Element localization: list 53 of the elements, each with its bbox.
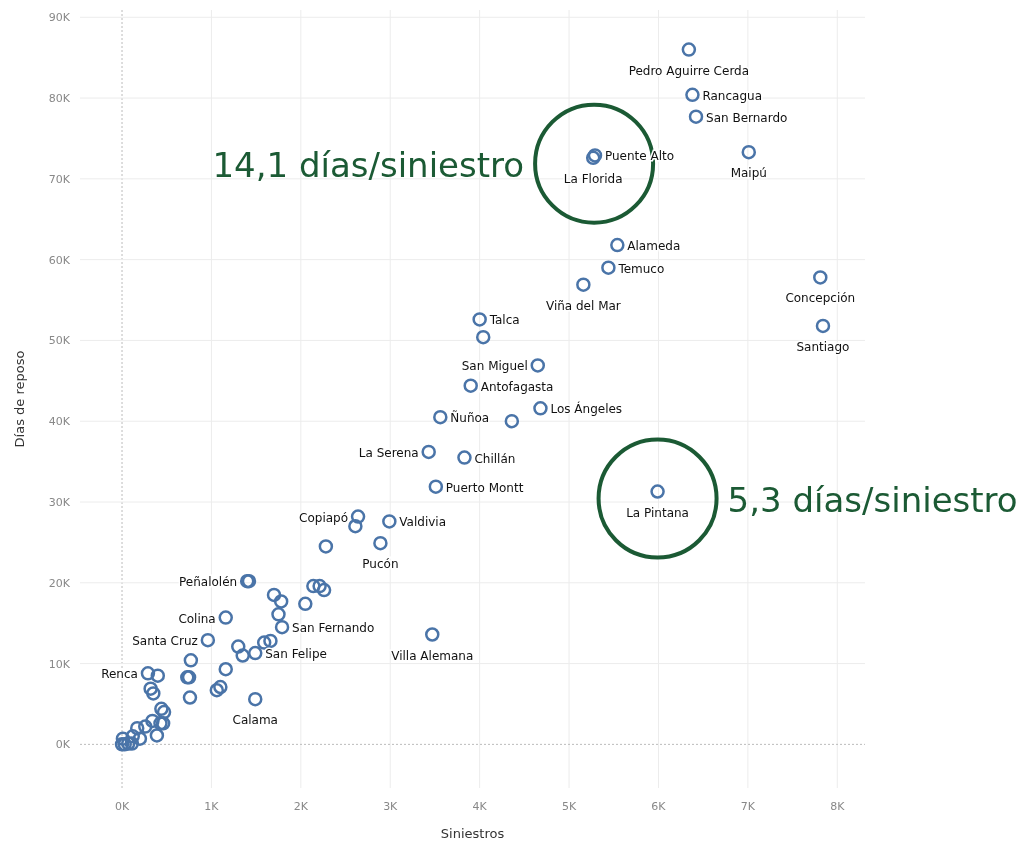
- annotation: Los Ángeles: [550, 401, 623, 417]
- annotation: Ñuñoa: [450, 410, 490, 426]
- y-tick-label: 0K: [55, 738, 71, 752]
- y-axis-title: Días de reposo: [12, 350, 27, 448]
- annotation: Viña del Mar: [545, 298, 621, 313]
- annotation: Maipú: [730, 166, 767, 181]
- annotation: Peñalolén: [179, 575, 238, 590]
- annotation: San Miguel: [461, 359, 528, 374]
- x-tick-label: 3K: [383, 800, 399, 813]
- annotation: Calama: [232, 713, 278, 728]
- annotation: San Fernando: [292, 621, 375, 636]
- annotation: Copiapó: [299, 510, 349, 525]
- y-tick-label: 60K: [48, 253, 71, 267]
- annotation: Antofagasta: [480, 379, 554, 394]
- x-tick-label: 0K: [114, 800, 130, 813]
- annotation: La Serena: [358, 445, 419, 460]
- annotation: San Bernardo: [706, 110, 788, 125]
- annotation: Rancagua: [702, 88, 763, 103]
- y-tick-label: 20K: [48, 576, 71, 590]
- x-tick-label: 5K: [561, 800, 577, 813]
- annotation: Chillán: [474, 451, 516, 466]
- annotation: Valdivia: [399, 515, 447, 530]
- y-tick-label: 10K: [48, 657, 71, 671]
- x-tick-label: 4K: [472, 800, 488, 813]
- x-tick-label: 1K: [204, 800, 220, 813]
- x-tick-label: 2K: [293, 800, 309, 813]
- y-tick-label: 90K: [48, 11, 71, 25]
- y-tick-label: 30K: [48, 496, 71, 510]
- annotation: Pucón: [362, 557, 399, 572]
- annotation: Villa Alemana: [391, 648, 474, 663]
- x-axis-title: Siniestros: [440, 826, 505, 841]
- annotation: La Pintana: [626, 505, 689, 520]
- annotation: Renca: [101, 667, 138, 682]
- y-tick-label: 50K: [48, 334, 71, 348]
- y-tick-label: 80K: [48, 92, 71, 106]
- x-tick-label: 6K: [651, 800, 667, 813]
- annotation: 14,1 días/siniestro: [212, 144, 525, 185]
- y-tick-label: 40K: [48, 415, 71, 429]
- annotation: Pedro Aguirre Cerda: [628, 63, 750, 78]
- annotation: 5,3 días/siniestro: [727, 479, 1018, 520]
- annotation: Talca: [488, 313, 520, 328]
- annotation: Concepción: [785, 291, 856, 306]
- annotation: Santa Cruz: [132, 634, 198, 649]
- annotation: La Florida: [563, 171, 623, 186]
- y-tick-label: 70K: [48, 172, 71, 186]
- annotation: Alameda: [627, 239, 681, 254]
- x-tick-label: 7K: [740, 800, 756, 813]
- annotation: Santiago: [796, 339, 850, 354]
- x-tick-label: 8K: [830, 800, 846, 813]
- annotation: Puerto Montt: [445, 480, 524, 495]
- annotation: Colina: [178, 611, 216, 626]
- annotation: San Felipe: [265, 647, 327, 662]
- annotation: Temuco: [617, 261, 665, 276]
